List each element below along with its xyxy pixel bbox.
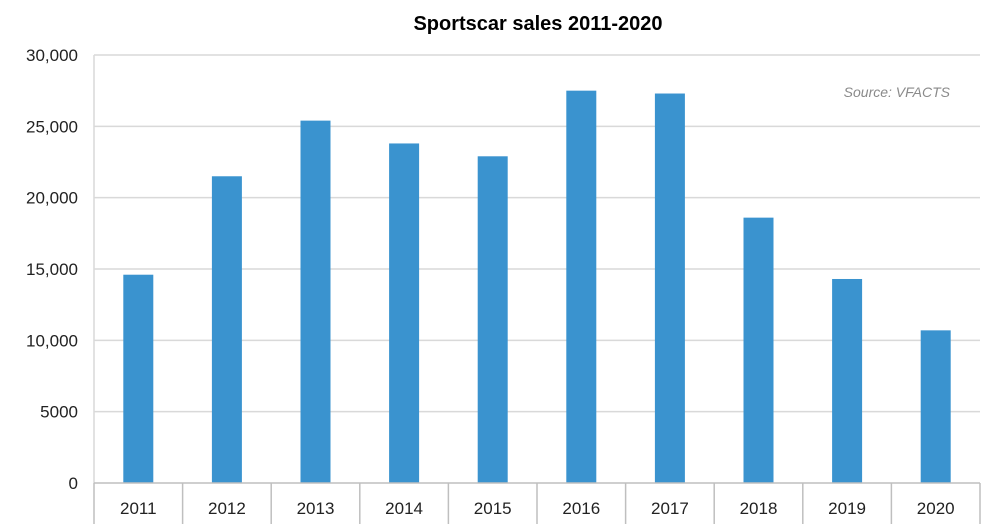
y-tick-label: 0 [69,474,78,493]
bar-2015 [477,156,508,483]
bar-2013 [300,120,331,484]
x-tick-label: 2017 [651,499,689,518]
x-tick-label: 2019 [828,499,866,518]
x-tick-label: 2013 [297,499,335,518]
y-tick-label: 20,000 [26,189,78,208]
bar-2017 [654,93,685,484]
bar-2020 [920,330,951,483]
y-tick-label: 30,000 [26,46,78,65]
y-tick-label: 15,000 [26,260,78,279]
bar-2019 [832,278,863,483]
x-tick-label: 2011 [120,499,157,518]
y-axis-ticks: 0 5000 10,000 15,000 20,000 25,000 30,000 [26,46,78,493]
x-tick-label: 2018 [740,499,778,518]
source-annotation: Source: VFACTS [844,84,951,100]
bar-2016 [566,90,597,484]
y-tick-label: 5000 [40,403,78,422]
bar-2018 [743,217,774,483]
x-tick-label: 2012 [208,499,246,518]
x-tick-label: 2020 [917,499,955,518]
x-axis [93,482,981,524]
y-tick-label: 10,000 [26,331,78,350]
bar-2014 [389,143,420,483]
x-tick-label: 2016 [562,499,600,518]
y-tick-label: 25,000 [26,117,78,136]
bar-2012 [211,176,242,483]
bar-2011 [123,274,154,483]
x-tick-label: 2015 [474,499,512,518]
chart-title: Sportscar sales 2011-2020 [413,13,662,35]
x-axis-ticks: 2011 2012 2013 2014 2015 2016 2017 2018 2019 2020 [120,499,955,518]
bars [123,90,951,484]
x-tick-label: 2014 [385,499,423,518]
